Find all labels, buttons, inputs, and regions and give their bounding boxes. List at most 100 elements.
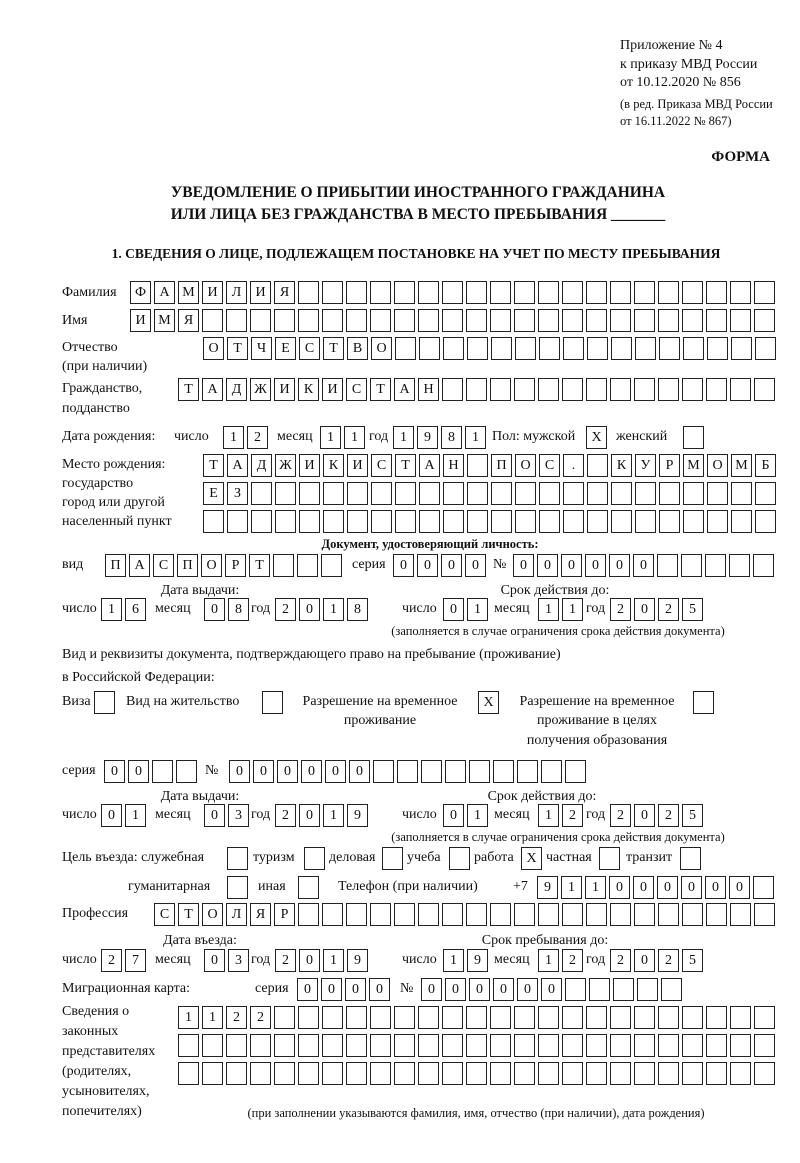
char-cell[interactable]: [466, 1062, 487, 1085]
char-cell[interactable]: 5: [682, 598, 703, 621]
checkbox-cell[interactable]: X: [478, 691, 499, 714]
char-cell[interactable]: [346, 903, 367, 926]
char-cell[interactable]: 2: [275, 598, 296, 621]
char-cell[interactable]: [466, 281, 487, 304]
char-cell[interactable]: [706, 1062, 727, 1085]
checkbox-cell[interactable]: [382, 847, 403, 870]
char-cell[interactable]: Р: [225, 554, 246, 577]
char-cell[interactable]: [467, 510, 488, 533]
char-cell[interactable]: [346, 1062, 367, 1085]
char-cell[interactable]: 0: [561, 554, 582, 577]
char-cell[interactable]: 0: [204, 949, 225, 972]
char-cell[interactable]: [754, 309, 775, 332]
char-cell[interactable]: [273, 554, 294, 577]
char-cell[interactable]: М: [178, 281, 199, 304]
char-cell[interactable]: 0: [299, 598, 320, 621]
char-cell[interactable]: Т: [178, 903, 199, 926]
char-cell[interactable]: [346, 309, 367, 332]
char-cell[interactable]: [251, 482, 272, 505]
char-cell[interactable]: [226, 1062, 247, 1085]
char-cell[interactable]: 2: [275, 804, 296, 827]
char-cell[interactable]: 0: [443, 598, 464, 621]
char-cell[interactable]: [659, 482, 680, 505]
char-cell[interactable]: А: [394, 378, 415, 401]
char-cell[interactable]: [683, 482, 704, 505]
char-cell[interactable]: 1: [538, 598, 559, 621]
char-cell[interactable]: [298, 309, 319, 332]
char-cell[interactable]: 0: [441, 554, 462, 577]
char-cell[interactable]: [635, 337, 656, 360]
char-cell[interactable]: [586, 903, 607, 926]
char-cell[interactable]: [394, 281, 415, 304]
char-cell[interactable]: 1: [467, 804, 488, 827]
char-cell[interactable]: [682, 281, 703, 304]
char-cell[interactable]: 3: [228, 804, 249, 827]
char-cell[interactable]: [610, 281, 631, 304]
char-cell[interactable]: 2: [610, 949, 631, 972]
checkbox-cell[interactable]: [304, 847, 325, 870]
char-cell[interactable]: [658, 309, 679, 332]
char-cell[interactable]: 0: [128, 760, 149, 783]
char-cell[interactable]: 1: [202, 1006, 223, 1029]
char-cell[interactable]: [586, 1034, 607, 1057]
char-cell[interactable]: [658, 903, 679, 926]
char-cell[interactable]: [466, 1006, 487, 1029]
char-cell[interactable]: [443, 337, 464, 360]
char-cell[interactable]: А: [419, 454, 440, 477]
char-cell[interactable]: 0: [393, 554, 414, 577]
char-cell[interactable]: А: [202, 378, 223, 401]
char-cell[interactable]: [323, 510, 344, 533]
char-cell[interactable]: [490, 1034, 511, 1057]
char-cell[interactable]: [683, 510, 704, 533]
char-cell[interactable]: Т: [249, 554, 270, 577]
char-cell[interactable]: О: [202, 903, 223, 926]
char-cell[interactable]: [250, 309, 271, 332]
char-cell[interactable]: П: [105, 554, 126, 577]
char-cell[interactable]: [493, 760, 514, 783]
char-cell[interactable]: [469, 760, 490, 783]
char-cell[interactable]: Е: [275, 337, 296, 360]
char-cell[interactable]: [586, 1062, 607, 1085]
char-cell[interactable]: [706, 378, 727, 401]
char-cell[interactable]: [634, 903, 655, 926]
char-cell[interactable]: Ж: [250, 378, 271, 401]
char-cell[interactable]: 0: [369, 978, 390, 1001]
char-cell[interactable]: К: [298, 378, 319, 401]
char-cell[interactable]: [610, 1006, 631, 1029]
checkbox-cell[interactable]: [683, 426, 704, 449]
char-cell[interactable]: [346, 1034, 367, 1057]
char-cell[interactable]: Д: [226, 378, 247, 401]
checkbox-cell[interactable]: [680, 847, 701, 870]
char-cell[interactable]: 0: [681, 876, 702, 899]
char-cell[interactable]: 0: [657, 876, 678, 899]
char-cell[interactable]: 5: [682, 804, 703, 827]
char-cell[interactable]: [394, 1062, 415, 1085]
char-cell[interactable]: [611, 337, 632, 360]
char-cell[interactable]: [634, 281, 655, 304]
char-cell[interactable]: 1: [125, 804, 146, 827]
char-cell[interactable]: [275, 482, 296, 505]
char-cell[interactable]: [634, 1006, 655, 1029]
char-cell[interactable]: [634, 1062, 655, 1085]
char-cell[interactable]: [705, 554, 726, 577]
char-cell[interactable]: [707, 510, 728, 533]
char-cell[interactable]: [563, 482, 584, 505]
char-cell[interactable]: [274, 1006, 295, 1029]
char-cell[interactable]: 0: [297, 978, 318, 1001]
checkbox-cell[interactable]: [262, 691, 283, 714]
char-cell[interactable]: З: [227, 482, 248, 505]
char-cell[interactable]: [587, 454, 608, 477]
char-cell[interactable]: [373, 760, 394, 783]
char-cell[interactable]: [274, 309, 295, 332]
char-cell[interactable]: [347, 510, 368, 533]
char-cell[interactable]: [298, 903, 319, 926]
char-cell[interactable]: [539, 337, 560, 360]
char-cell[interactable]: [539, 510, 560, 533]
char-cell[interactable]: У: [635, 454, 656, 477]
char-cell[interactable]: [610, 1034, 631, 1057]
char-cell[interactable]: [442, 309, 463, 332]
char-cell[interactable]: Б: [755, 454, 776, 477]
char-cell[interactable]: [466, 903, 487, 926]
char-cell[interactable]: [730, 309, 751, 332]
char-cell[interactable]: [202, 309, 223, 332]
